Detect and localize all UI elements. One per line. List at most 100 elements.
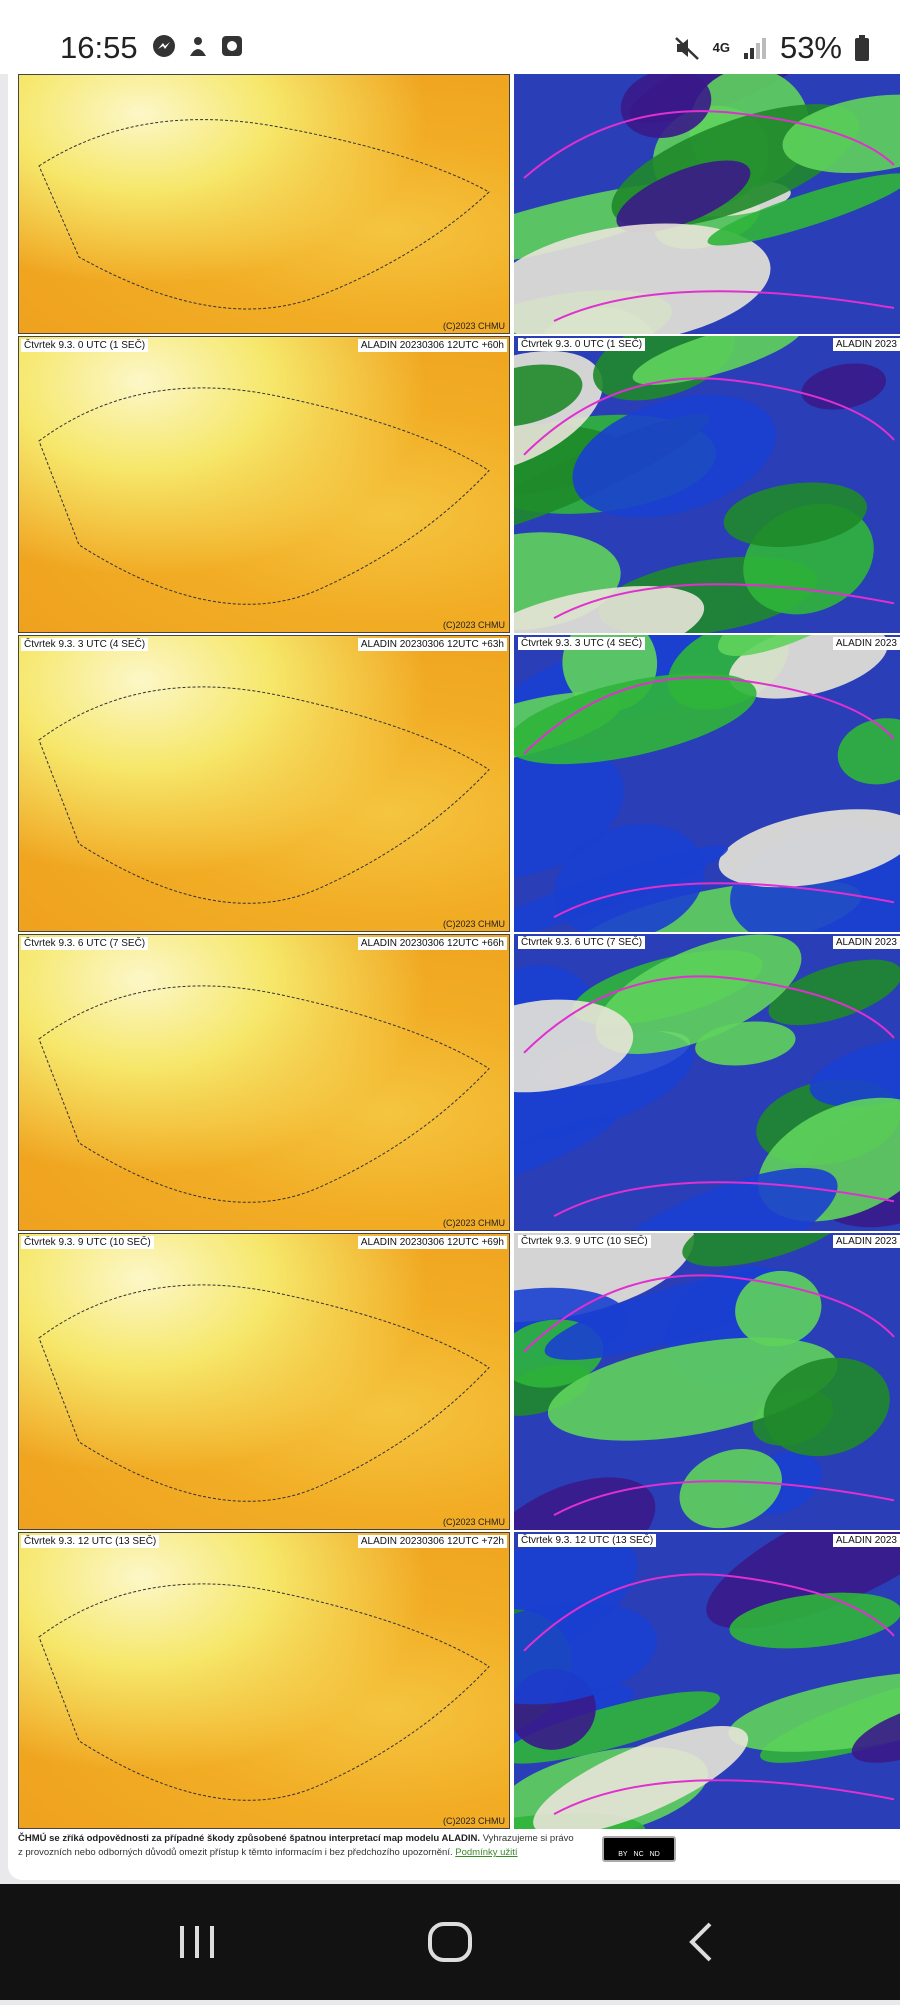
map-label: Čtvrtek 9.3. 12 UTC (13 SEČ) (21, 1535, 160, 1548)
precip-area (514, 999, 634, 1093)
border-line (523, 1274, 895, 1517)
map-overlay (38, 387, 490, 605)
precip-area (533, 1726, 749, 1829)
map-overlay (38, 686, 490, 904)
map-label: Čtvrtek 9.3. 9 UTC (10 SEČ) (518, 1235, 651, 1248)
clock: 16:55 (60, 30, 138, 65)
precip-area (768, 959, 900, 1026)
border-line (38, 387, 490, 605)
precip-area (514, 845, 729, 932)
precip-area (707, 173, 900, 246)
temperature-map: Čtvrtek 9.3. 6 UTC (7 SEČ) ALADIN 2023030… (18, 934, 510, 1231)
forecast-row: Čtvrtek 9.3. 3 UTC (4 SEČ) ALADIN 2023030… (18, 635, 900, 934)
map-label: Čtvrtek 9.3. 3 UTC (4 SEČ) (518, 637, 646, 650)
forecast-row: Čtvrtek 9.3. 12 UTC (13 SEČ) ALADIN 20230… (18, 1532, 900, 1831)
precip-area (514, 1233, 695, 1323)
border-line (523, 676, 895, 919)
border-line (38, 686, 490, 904)
system-icons: 4G 53% (673, 30, 870, 66)
precip-area (514, 1601, 658, 1705)
precip-area (809, 1037, 900, 1107)
icon (222, 36, 242, 56)
license-term: BY (618, 1851, 628, 1858)
precip-area (782, 94, 900, 174)
map-label: Čtvrtek 9.3. 6 UTC (7 SEČ) (518, 936, 646, 949)
model-label: ALADIN 20230306 12UTC +72h (357, 1535, 507, 1548)
signal-icon (743, 38, 766, 59)
precipitation-map: Čtvrtek 9.3. 12 UTC (13 SEČ) ALADIN 2023 (514, 1532, 900, 1829)
precip-area (514, 364, 583, 428)
map-label: Čtvrtek 9.3. 12 UTC (13 SEČ) (518, 1534, 657, 1547)
map-overlay (38, 1583, 490, 1801)
precip-area (514, 1477, 656, 1530)
border-line (38, 1583, 490, 1801)
model-label: ALADIN 2023 (832, 936, 900, 949)
border-line (523, 377, 895, 620)
model-label: ALADIN 2023 (832, 1235, 900, 1248)
border-line (38, 985, 490, 1203)
precipitation-map (514, 74, 900, 334)
precip-area (682, 1233, 852, 1267)
precip-area (729, 1592, 900, 1649)
map-overlay (514, 934, 900, 1231)
precip-area (679, 1449, 782, 1529)
precipitation-map: Čtvrtek 9.3. 0 UTC (1 SEČ) ALADIN 2023 (514, 336, 900, 633)
temperature-map: Čtvrtek 9.3. 12 UTC (13 SEČ) ALADIN 20230… (18, 1532, 510, 1829)
map-overlay (38, 985, 490, 1203)
precip-area (514, 746, 624, 878)
map-overlay (38, 1284, 490, 1502)
temperature-map: Čtvrtek 9.3. 0 UTC (1 SEČ) ALADIN 2023030… (18, 336, 510, 633)
copyright: (C)2023 CHMU (442, 1517, 505, 1527)
temperature-map: Čtvrtek 9.3. 3 UTC (4 SEČ) ALADIN 2023030… (18, 635, 510, 932)
precip-area (718, 809, 900, 888)
forecast-row: Čtvrtek 9.3. 6 UTC (7 SEČ) ALADIN 2023030… (18, 934, 900, 1233)
terms-link[interactable]: Podmínky užití (455, 1847, 518, 1858)
recent-apps-button[interactable] (180, 1926, 214, 1958)
map-label: Čtvrtek 9.3. 6 UTC (7 SEČ) (21, 937, 149, 950)
precip-area (514, 1114, 616, 1195)
precip-area (583, 1167, 838, 1231)
precip-area (706, 1532, 900, 1629)
footer-text: Vyhrazujeme si právo z provozních nebo o… (18, 1833, 574, 1858)
battery-level: 53% (779, 30, 842, 65)
icon (153, 35, 175, 57)
border-line (523, 1573, 895, 1816)
cc-license-badge[interactable]: BY NC ND (602, 1836, 676, 1862)
precip-area (514, 1535, 638, 1682)
map-overlay (514, 74, 900, 334)
forecast-row: Čtvrtek 9.3. 0 UTC (1 SEČ) ALADIN 2023030… (18, 336, 900, 635)
temperature-map: Čtvrtek 9.3. 9 UTC (10 SEČ) ALADIN 202303… (18, 1233, 510, 1530)
copyright: (C)2023 CHMU (442, 620, 505, 630)
precip-area (837, 718, 900, 785)
license-term: ND (649, 1851, 660, 1858)
copyright: (C)2023 CHMU (442, 919, 505, 929)
license-term: NC (633, 1851, 644, 1858)
border-line (523, 110, 895, 322)
copyright: (C)2023 CHMU (442, 321, 505, 331)
copyright: (C)2023 CHMU (442, 1218, 505, 1228)
precip-area (514, 673, 757, 765)
back-button[interactable] (689, 1922, 712, 1962)
precipitation-map: Čtvrtek 9.3. 3 UTC (4 SEČ) ALADIN 2023 (514, 635, 900, 932)
map-overlay (514, 1233, 895, 1530)
nav-buttons (180, 1922, 712, 1962)
notification-icons (152, 34, 244, 58)
border-line (523, 975, 895, 1218)
precip-area (514, 223, 771, 334)
network-type: 4G (712, 40, 730, 55)
border-line (38, 119, 490, 310)
precip-area (595, 934, 802, 1055)
footer: ČHMÚ se zříká odpovědnosti za případné š… (18, 1832, 578, 1860)
map-overlay (514, 336, 895, 633)
temperature-map: (C)2023 CHMU (18, 74, 510, 334)
map-overlay (38, 119, 490, 310)
home-button[interactable] (428, 1922, 472, 1962)
page-content: ČHMÚ se zříká odpovědnosti za případné š… (8, 74, 900, 1880)
mute-icon (674, 37, 699, 60)
precip-area (763, 1357, 890, 1457)
model-label: ALADIN 20230306 12UTC +66h (357, 937, 507, 950)
precip-area (616, 160, 751, 233)
icon (190, 37, 206, 56)
precip-area (620, 74, 712, 138)
